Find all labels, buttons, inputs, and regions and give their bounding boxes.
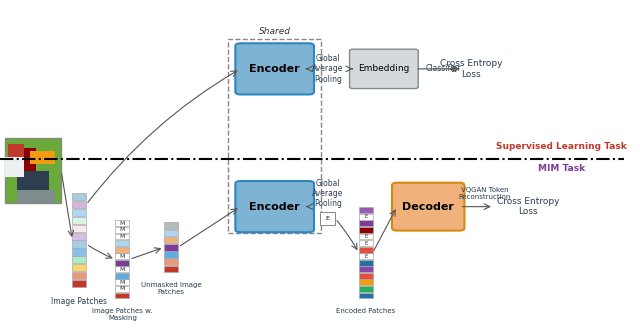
Bar xyxy=(115,253,129,259)
Text: M: M xyxy=(120,280,125,285)
Text: M: M xyxy=(120,227,125,233)
FancyBboxPatch shape xyxy=(349,49,418,89)
Bar xyxy=(72,256,86,263)
Text: Image Patches: Image Patches xyxy=(51,297,108,306)
Bar xyxy=(72,209,86,216)
Text: M: M xyxy=(120,234,125,239)
Bar xyxy=(359,286,372,292)
Text: E: E xyxy=(364,234,367,239)
Bar xyxy=(359,253,372,259)
Bar xyxy=(359,240,372,246)
Bar xyxy=(359,214,372,220)
Bar xyxy=(115,279,129,285)
Bar xyxy=(115,227,129,233)
Bar xyxy=(72,240,86,248)
Bar xyxy=(72,193,86,200)
Text: Decoder: Decoder xyxy=(403,202,454,212)
Bar xyxy=(359,247,372,253)
Bar xyxy=(164,222,178,229)
Bar xyxy=(115,273,129,279)
Text: Cross Entropy
Loss: Cross Entropy Loss xyxy=(497,197,559,216)
Bar xyxy=(115,234,129,239)
Bar xyxy=(359,266,372,272)
Text: Global
Average
Pooling: Global Average Pooling xyxy=(312,54,344,84)
Text: Image Patches w.
Masking: Image Patches w. Masking xyxy=(92,308,152,321)
Bar xyxy=(115,293,129,298)
Bar xyxy=(164,237,178,243)
Bar xyxy=(359,279,372,285)
Text: Shared: Shared xyxy=(259,27,291,36)
Text: M: M xyxy=(120,286,125,292)
Text: Global
Average
Pooling: Global Average Pooling xyxy=(312,179,344,208)
Bar xyxy=(72,225,86,232)
Text: E: E xyxy=(364,240,367,246)
FancyBboxPatch shape xyxy=(236,181,314,232)
Text: Supervised Learning Task: Supervised Learning Task xyxy=(497,142,627,151)
Bar xyxy=(5,157,24,177)
Bar xyxy=(12,148,36,171)
Text: MIM Task: MIM Task xyxy=(538,164,586,173)
Bar xyxy=(115,266,129,272)
Bar xyxy=(359,227,372,233)
Bar xyxy=(8,144,24,161)
FancyBboxPatch shape xyxy=(392,183,465,231)
Bar xyxy=(72,280,86,287)
Text: Encoded Patches: Encoded Patches xyxy=(336,308,396,314)
Bar xyxy=(72,217,86,224)
Bar xyxy=(115,240,129,246)
Bar xyxy=(72,272,86,279)
Text: Unmasked Image
Patches: Unmasked Image Patches xyxy=(141,282,202,295)
Bar xyxy=(359,220,372,226)
Bar xyxy=(30,151,55,164)
Bar xyxy=(72,248,86,256)
Text: E: E xyxy=(364,254,367,259)
Bar xyxy=(17,190,55,203)
Text: Cross Entropy
Loss: Cross Entropy Loss xyxy=(440,59,502,79)
Text: Encoder: Encoder xyxy=(250,64,300,74)
Bar xyxy=(359,273,372,279)
Text: VQGAN Token
Reconstruction: VQGAN Token Reconstruction xyxy=(458,187,511,200)
Text: E: E xyxy=(364,214,367,219)
Bar xyxy=(359,234,372,239)
Bar xyxy=(5,138,61,203)
Bar xyxy=(164,258,178,265)
Bar xyxy=(164,251,178,258)
Bar xyxy=(72,233,86,240)
Text: E: E xyxy=(326,216,330,221)
Bar xyxy=(164,230,178,236)
Bar xyxy=(164,266,178,272)
Bar xyxy=(359,207,372,213)
Text: Embedding: Embedding xyxy=(358,64,410,73)
Bar xyxy=(115,220,129,226)
Text: M: M xyxy=(120,267,125,272)
Text: M: M xyxy=(120,254,125,259)
Bar xyxy=(115,286,129,292)
Bar xyxy=(17,171,49,197)
Bar xyxy=(115,247,129,253)
Text: Classifier: Classifier xyxy=(426,64,461,73)
Text: M: M xyxy=(120,221,125,226)
Bar xyxy=(115,260,129,266)
Text: Encoder: Encoder xyxy=(250,202,300,212)
Bar xyxy=(359,293,372,298)
Bar xyxy=(72,264,86,271)
Bar xyxy=(72,201,86,208)
Bar xyxy=(320,212,335,225)
Bar xyxy=(164,244,178,251)
Bar xyxy=(228,39,321,233)
Bar xyxy=(359,260,372,266)
FancyBboxPatch shape xyxy=(236,43,314,94)
